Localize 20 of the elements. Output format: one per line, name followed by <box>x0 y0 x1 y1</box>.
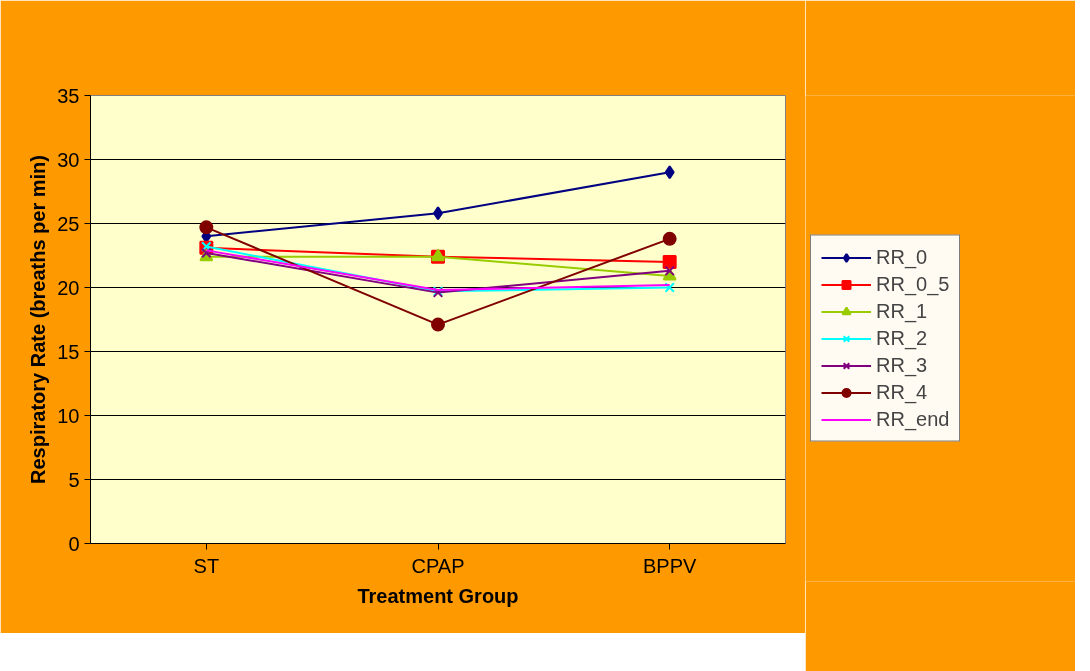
x-tick-label: CPAP <box>411 554 465 577</box>
y-tick-label: 20 <box>57 276 80 299</box>
y-tick-label: 0 <box>68 532 80 555</box>
legend-label: RR_0 <box>876 245 928 269</box>
y-axis-title: Respiratory Rate (breaths per min) <box>27 155 50 484</box>
y-tick-label: 5 <box>68 468 80 491</box>
y-tick-label: 30 <box>57 148 80 171</box>
x-tick-label: ST <box>193 554 220 577</box>
y-tick-label: 10 <box>57 404 80 427</box>
x-axis-title: Treatment Group <box>357 584 519 607</box>
legend-label: RR_4 <box>876 380 928 404</box>
legend-label: RR_end <box>876 407 950 431</box>
legend-label: RR_3 <box>876 353 928 377</box>
y-tick-label: 25 <box>57 212 80 235</box>
legend-label: RR_1 <box>876 299 928 323</box>
y-tick-label: 35 <box>57 84 80 107</box>
x-tick-label: BPPV <box>642 554 698 577</box>
legend-label: RR_2 <box>876 326 928 350</box>
legend-label: RR_0_5 <box>876 272 950 296</box>
y-tick-label: 15 <box>57 340 80 363</box>
